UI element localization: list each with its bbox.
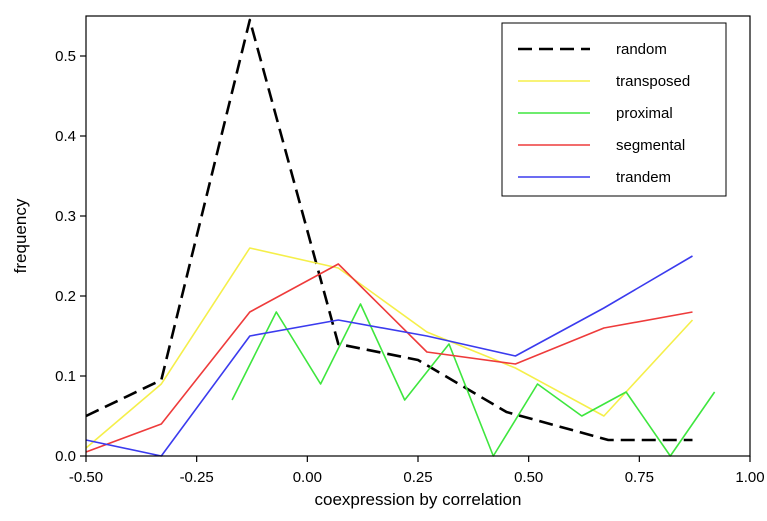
x-tick-label: 1.00 <box>735 469 764 486</box>
series-line-proximal <box>231 303 716 457</box>
y-tick-label: 0.3 <box>55 208 76 225</box>
ticks-layer: -0.50 -0.25 0.00 0.25 0.50 0.75 1.00 0.0 0.1 0.2 0… <box>55 48 764 486</box>
legend-label-segmental: segmental <box>616 137 685 154</box>
x-tick-label: -0.25 <box>180 469 214 486</box>
legend-label-trandem: trandem <box>616 169 671 186</box>
series-line-transposed <box>85 247 694 449</box>
y-tick-label: 0.1 <box>55 368 76 385</box>
legend: random transposed proximal segmental trandem <box>501 22 727 197</box>
legend-items: random transposed proximal segmental trandem <box>518 41 690 186</box>
x-tick-label: 0.25 <box>403 469 432 486</box>
y-axis-title: frequency <box>11 198 30 273</box>
legend-label-random: random <box>616 41 667 58</box>
x-axis-title: coexpression by correlation <box>315 490 522 509</box>
x-tick-label: 0.00 <box>293 469 322 486</box>
legend-box <box>501 22 727 197</box>
y-tick-label: 0.0 <box>55 448 76 465</box>
y-tick-label: 0.4 <box>55 128 76 145</box>
x-tick-label: 0.75 <box>625 469 654 486</box>
y-tick-label: 0.2 <box>55 288 76 305</box>
series-layer <box>85 18 716 457</box>
legend-label-proximal: proximal <box>616 105 673 122</box>
series-line-segmental <box>85 263 693 453</box>
x-tick-label: 0.50 <box>514 469 543 486</box>
series-line-trandem <box>85 255 693 457</box>
series-line-random <box>85 18 693 442</box>
x-tick-label: -0.50 <box>69 469 103 486</box>
legend-label-transposed: transposed <box>616 73 690 90</box>
y-tick-label: 0.5 <box>55 48 76 65</box>
